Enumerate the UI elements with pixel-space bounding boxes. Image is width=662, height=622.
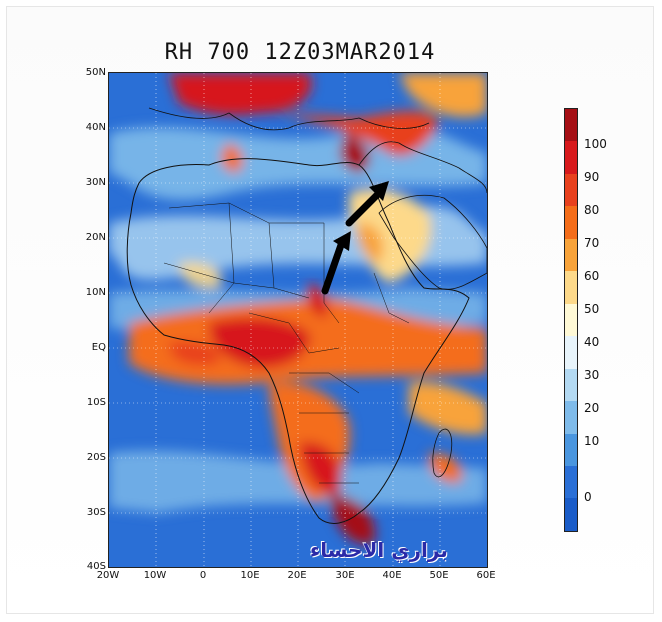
colorbar-segment — [565, 141, 577, 174]
colorbar-segment — [565, 433, 577, 466]
colorbar-label: 60 — [584, 269, 600, 283]
colorbar-segment — [565, 336, 577, 369]
colorbar-label: 80 — [584, 203, 600, 217]
colorbar-segment — [565, 238, 577, 272]
moisture-arrows — [321, 181, 389, 295]
colorbar-label: 20 — [584, 401, 600, 415]
lon-label: 60E — [476, 570, 496, 581]
lat-label: 40N — [85, 122, 106, 133]
colorbar-segment — [565, 401, 577, 434]
watermark-text: براري الاحساء — [310, 538, 448, 562]
colorbar-segment — [565, 498, 577, 531]
lon-label: 10E — [240, 570, 260, 581]
colorbar-segment — [565, 465, 577, 499]
colorbar-segment — [565, 271, 577, 304]
colorbar — [564, 108, 578, 532]
lon-label: 40E — [382, 570, 402, 581]
colorbar-segment — [565, 303, 577, 337]
lat-label: 10S — [86, 397, 106, 408]
colorbar-label: 50 — [584, 302, 600, 316]
lat-label: 20S — [86, 452, 106, 463]
lat-label: 40S — [86, 561, 106, 572]
lat-label: 20N — [85, 232, 106, 243]
colorbar-label: 0 — [584, 490, 592, 504]
africa-coastline — [126, 158, 470, 524]
colorbar-label: 90 — [584, 170, 600, 184]
colorbar-label: 10 — [584, 434, 600, 448]
colorbar-label: 70 — [584, 236, 600, 250]
lat-label: 10N — [85, 287, 106, 298]
lon-label: 30E — [335, 570, 355, 581]
rh-map — [108, 72, 488, 568]
colorbar-label: 40 — [584, 335, 600, 349]
lon-label: 0 — [199, 570, 207, 581]
colorbar-segment — [565, 368, 577, 402]
lon-label: 20E — [287, 570, 307, 581]
lon-label: 50E — [429, 570, 449, 581]
lat-label: 30S — [86, 507, 106, 518]
lat-label: 50N — [85, 67, 106, 78]
colorbar-label: 100 — [584, 137, 607, 151]
colorbar-label: 30 — [584, 368, 600, 382]
lat-label: 30N — [85, 177, 106, 188]
map-title: RH 700 12Z03MAR2014 — [164, 40, 436, 65]
colorbar-segment — [565, 173, 577, 207]
colorbar-segment — [565, 109, 577, 142]
colorbar-segment — [565, 206, 577, 239]
lat-label: EQ — [91, 342, 106, 353]
lon-label: 20W — [96, 570, 120, 581]
rh-field-svg — [109, 73, 487, 567]
lon-label: 10W — [143, 570, 167, 581]
